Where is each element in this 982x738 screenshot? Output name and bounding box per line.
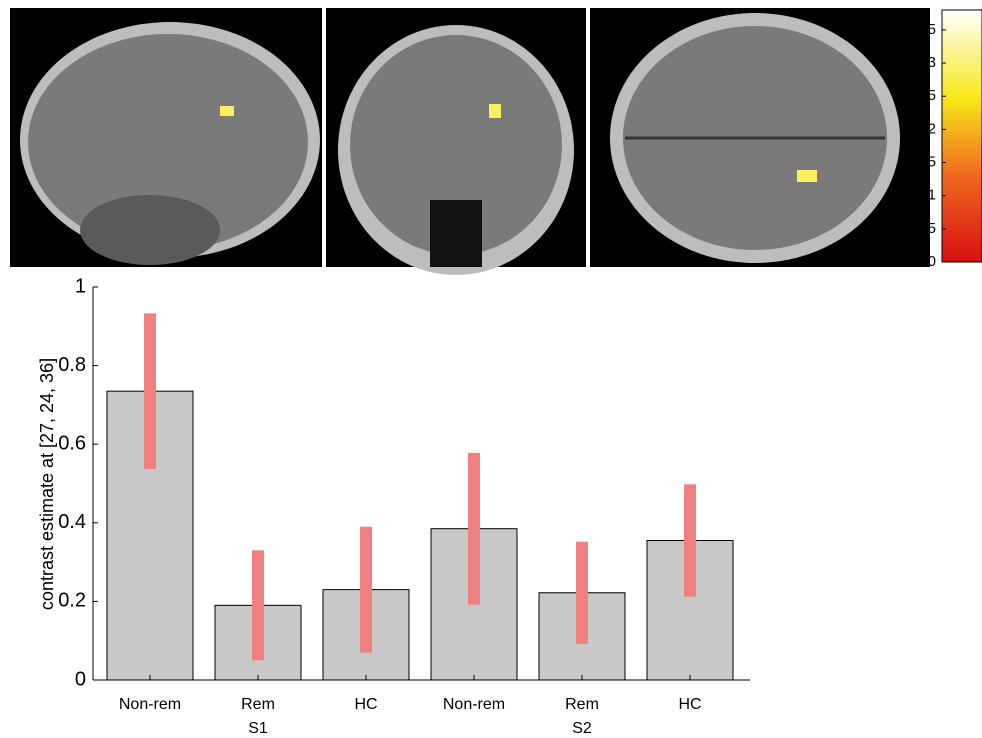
- y-tick-label: 0.6: [58, 432, 86, 454]
- colorbar-tick-label: 3.5: [915, 21, 936, 38]
- y-tick-label: 0.2: [58, 590, 86, 612]
- y-tick-label: 0.4: [58, 511, 86, 533]
- colorbar-tick-label: 1: [928, 187, 936, 204]
- activation: [489, 104, 501, 118]
- colorbar-tick-label: 3: [928, 54, 936, 71]
- x-tick-label: Rem: [241, 696, 275, 713]
- x-tick-label: HC: [354, 696, 377, 713]
- colorbar-tick-label: 0: [928, 253, 936, 270]
- error-bar: [360, 527, 372, 653]
- activation: [220, 106, 234, 116]
- colorbar-tick-label: 1.5: [915, 153, 936, 170]
- colorbar-tick-label: 2.5: [915, 87, 936, 104]
- colorbar-tick-label: 2: [928, 120, 936, 137]
- y-tick-label: 0: [75, 668, 86, 690]
- colorbar-tick-label: 0.5: [915, 220, 936, 237]
- x-tick-label: HC: [678, 696, 701, 713]
- error-bar: [468, 453, 480, 605]
- group-label: S1: [248, 720, 268, 737]
- error-bar: [576, 542, 588, 644]
- x-tick-label: Non-rem: [119, 696, 181, 713]
- group-label: S2: [572, 720, 592, 737]
- y-axis-label: contrast estimate at [27, 24, 36]: [37, 358, 57, 610]
- colorbar: [942, 10, 982, 262]
- error-bar: [252, 550, 264, 660]
- x-tick-label: Non-rem: [443, 696, 505, 713]
- x-tick-label: Rem: [565, 696, 599, 713]
- y-tick-label: 0.8: [58, 354, 86, 376]
- error-bar: [684, 484, 696, 596]
- figure: contrast estimate at [27, 24, 36] 0 0.5 1 1…: [0, 0, 982, 738]
- error-bar: [144, 313, 156, 469]
- activation: [797, 170, 817, 182]
- brain-panels: [10, 8, 930, 275]
- y-tick-label: 1: [75, 275, 86, 297]
- cerebellum: [80, 195, 220, 265]
- page: contrast estimate at [27, 24, 36] 0 0.5 1 1…: [0, 0, 982, 738]
- sinus: [430, 200, 482, 267]
